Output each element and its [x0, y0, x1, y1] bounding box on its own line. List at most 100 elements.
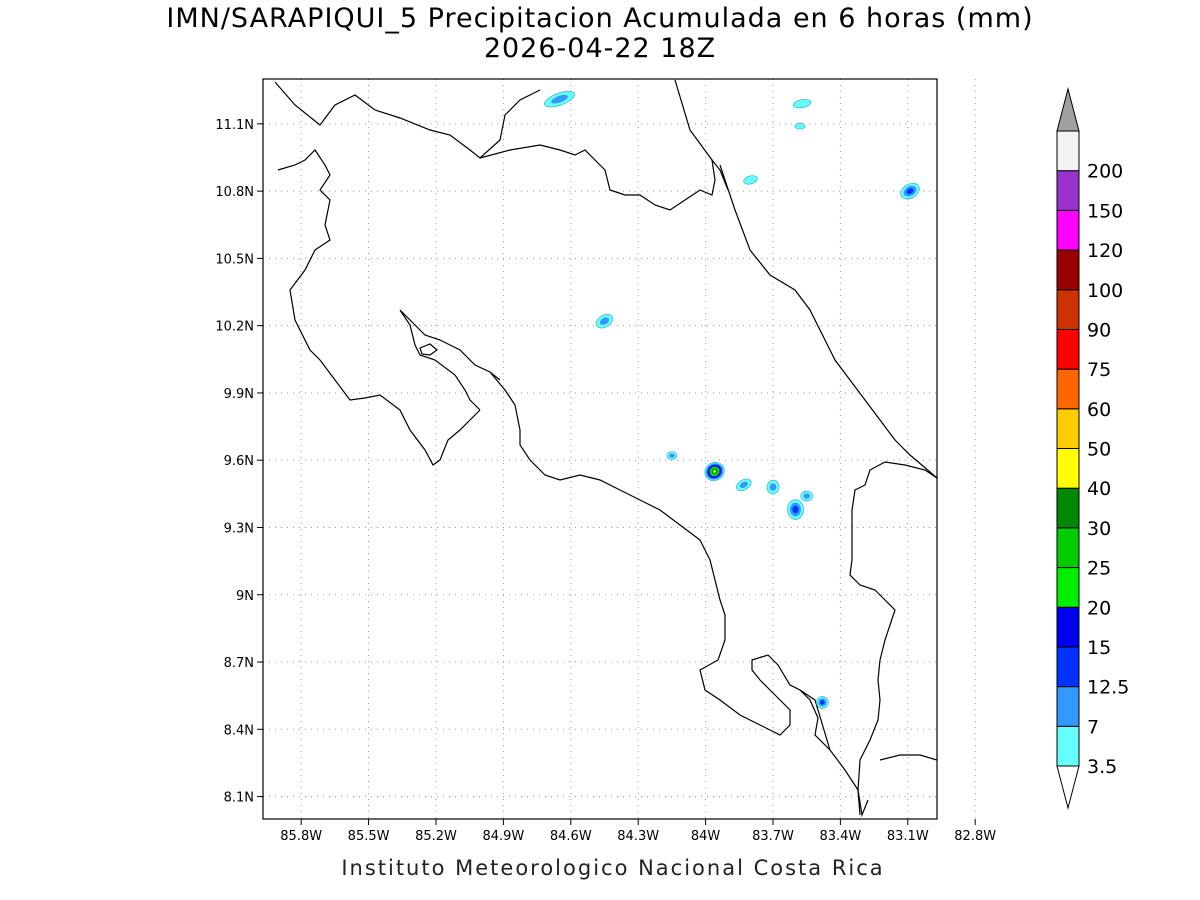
rain-contour [985, 628, 992, 633]
rain-contour [946, 516, 951, 521]
rain-cell [704, 461, 725, 481]
colorbar-swatch [1056, 209, 1080, 251]
nicaragua-border [479, 144, 729, 211]
y-tick-label: 8.4N [224, 723, 254, 738]
rain-contour [994, 546, 1001, 554]
rain-cell [766, 479, 780, 495]
rain-cell [793, 99, 812, 109]
colorbar-swatch [1056, 567, 1080, 608]
rain-contour [669, 453, 675, 458]
colorbar-label: 150 [1087, 200, 1123, 222]
rain-cell [800, 490, 813, 502]
rain-cell [983, 626, 995, 636]
colorbar-label: 30 [1087, 518, 1111, 540]
x-tick-label: 84W [691, 829, 721, 844]
rain-cell [787, 499, 804, 520]
rain-contour [996, 638, 1013, 654]
map-axes: 85.8W 85.5W 85.2W 84.9W 84.6W 84.3W 84W 83.7W 83… [215, 118, 996, 844]
footer-credit: Instituto Meteorologico Nacional Costa R… [341, 856, 885, 880]
rain-contour [1000, 642, 1009, 651]
colorbar-label: 200 [1087, 161, 1123, 183]
colorbar-label: 15 [1087, 637, 1111, 659]
colorbar-swatch [1056, 725, 1080, 767]
colorbar-label: 75 [1087, 359, 1111, 381]
colorbar-swatch [1056, 130, 1080, 172]
rain-contour [906, 188, 914, 195]
rain-cell [979, 637, 989, 651]
rain-cell [955, 558, 972, 574]
colorbar-label: 100 [1087, 280, 1123, 302]
coastline-layer [274, 79, 937, 818]
colorbar-label: 40 [1087, 478, 1111, 500]
x-tick-label: 84.3W [617, 829, 659, 844]
rain-cell [743, 175, 758, 185]
colorbar-label: 60 [1087, 399, 1111, 421]
rain-contour [713, 470, 717, 473]
colorbar-label: 20 [1087, 597, 1111, 619]
rain-cell [794, 122, 806, 130]
gulf-of-nicoya-coast [399, 309, 501, 411]
map-title: IMN/SARAPIQUI_5 Precipitacion Acumulada … [166, 3, 1034, 34]
rain-contour [983, 626, 995, 636]
y-tick-label: 8.1N [224, 791, 254, 806]
rain-contour [950, 641, 959, 651]
rain-contour [944, 514, 952, 522]
y-tick-label: 9.6N [224, 454, 254, 469]
x-tick-label: 84.6W [550, 829, 592, 844]
colorbar-swatch [1056, 487, 1080, 529]
nicoya-island [419, 343, 438, 356]
map-grid [263, 79, 976, 819]
x-tick-label: 82.8W [954, 829, 996, 844]
nicaragua-border-north [274, 81, 541, 159]
rain-contour [820, 700, 825, 705]
rain-contour [942, 513, 954, 525]
rain-contour [793, 99, 812, 109]
x-tick-label: 83.1W [887, 829, 929, 844]
rain-contour [739, 481, 748, 489]
precipitation-cells [544, 91, 1013, 713]
rain-cell [666, 451, 678, 461]
y-tick-label: 11.1N [215, 118, 254, 133]
rain-contour [992, 543, 1004, 557]
rain-cell [992, 543, 1004, 557]
rain-contour [743, 175, 758, 185]
colorbar-label: 3.5 [1087, 756, 1117, 778]
x-tick-label: 83.7W [752, 829, 794, 844]
y-tick-label: 9.9N [224, 387, 254, 402]
x-tick-label: 85.5W [348, 829, 390, 844]
colorbar-swatch [1056, 408, 1080, 449]
panama-border [849, 461, 937, 818]
caribbean-coast [674, 79, 937, 479]
rain-contour [979, 637, 989, 651]
y-tick-label: 9N [236, 589, 254, 604]
colorbar-swatch [1056, 606, 1080, 648]
colorbar-label: 12.5 [1087, 677, 1129, 699]
colorbar-swatch [1056, 289, 1080, 330]
x-tick-label: 83.4W [819, 829, 861, 844]
rain-contour [984, 705, 994, 713]
colorbar-swatch [1056, 170, 1080, 211]
map-subtitle-datetime: 2026-04-22 18Z [483, 33, 717, 64]
pacific-coast-guanacaste [277, 149, 481, 466]
rain-cell [816, 696, 829, 709]
colorbar-swatch [1056, 527, 1080, 569]
colorbar-over-arrow [1056, 87, 1080, 132]
rain-cell [544, 91, 576, 108]
rain-cell [984, 705, 994, 713]
y-tick-label: 9.3N [224, 521, 254, 536]
colorbar: 3.5 7 12.5 15 20 25 30 40 50 60 75 90 100 120 150 200 [1056, 87, 1129, 810]
x-tick-label: 85.2W [415, 829, 457, 844]
x-tick-label: 84.9W [482, 829, 524, 844]
rain-cell [942, 513, 954, 525]
colorbar-swatch [1056, 328, 1080, 370]
colorbar-swatch [1056, 448, 1080, 489]
colorbar-swatch [1056, 646, 1080, 688]
colorbar-label: 120 [1087, 240, 1123, 262]
rain-contour [961, 563, 967, 569]
rain-cell [736, 478, 752, 492]
rain-cell [996, 638, 1013, 654]
rain-contour [794, 122, 806, 130]
rain-contour [958, 560, 970, 571]
rain-cell [900, 182, 920, 200]
